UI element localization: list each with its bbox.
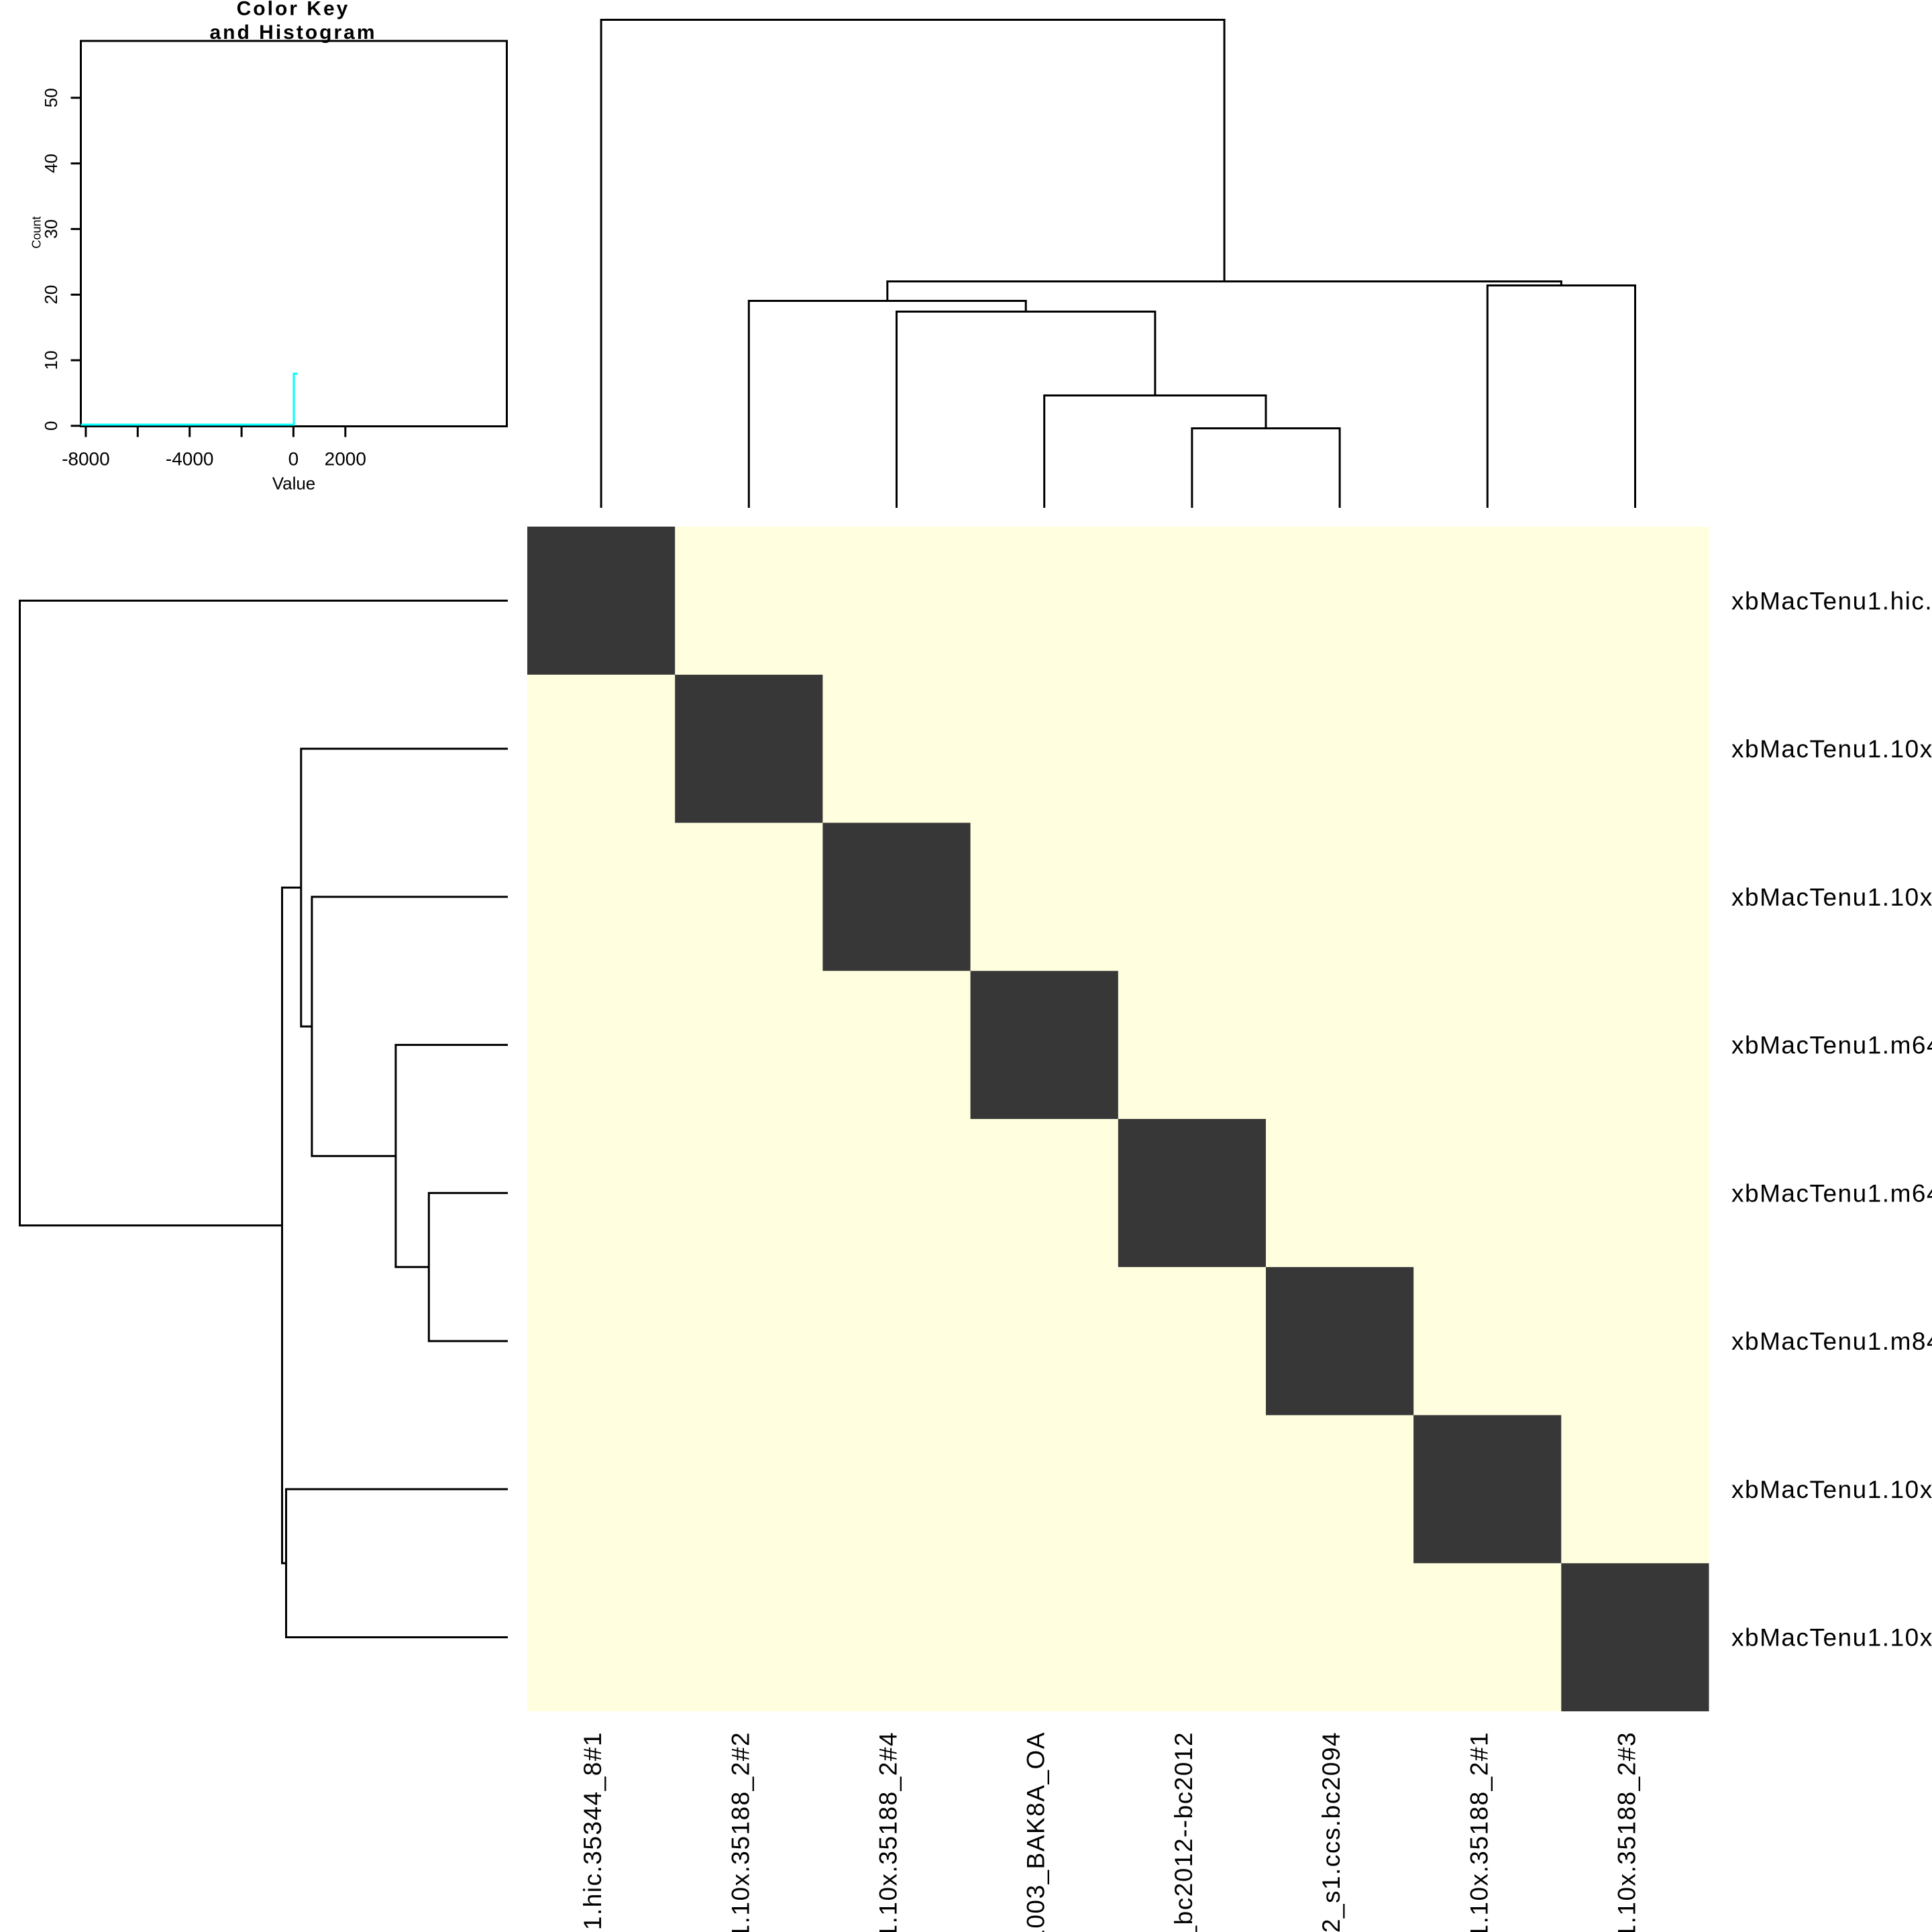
- svg-text:2000: 2000: [325, 449, 366, 470]
- svg-text:40: 40: [41, 154, 61, 173]
- svg-text:xbMacTenu1.hic.35344_8#1: xbMacTenu1.hic.35344_8#1: [1731, 587, 1932, 614]
- svg-text:10: 10: [41, 351, 61, 370]
- svg-text:and Histogram: and Histogram: [209, 21, 376, 44]
- svg-text:0: 0: [41, 421, 61, 431]
- svg-text:xbMacTenu1.hic.35344_8#1: xbMacTenu1.hic.35344_8#1: [579, 1731, 606, 1932]
- svg-text:Count: Count: [30, 216, 44, 248]
- svg-text:xbMacTenu1.m84046_230601_2_s1.: xbMacTenu1.m84046_230601_2_s1.ccs.bc2094: [1318, 1731, 1345, 1932]
- svg-text:50: 50: [41, 88, 61, 107]
- svg-text:xbMacTenu1.m64016_220404_bc201: xbMacTenu1.m64016_220404_bc2012--bc2012: [1731, 1179, 1932, 1207]
- svg-text:xbMacTenu1.10x.35188_2#1: xbMacTenu1.10x.35188_2#1: [1465, 1731, 1493, 1932]
- svg-text:-8000: -8000: [62, 449, 110, 470]
- svg-text:xbMacTenu1.10x.35188_2#4: xbMacTenu1.10x.35188_2#4: [1731, 883, 1932, 911]
- svg-text:xbMacTenu1.10x.35188_2#2: xbMacTenu1.10x.35188_2#2: [727, 1731, 754, 1932]
- svg-text:0: 0: [288, 449, 299, 470]
- svg-text:xbMacTenu1.m84046_230601_2_s1.: xbMacTenu1.m84046_230601_2_s1.ccs.bc2094: [1731, 1328, 1932, 1355]
- svg-text:xbMacTenu1.10x.35188_2#1: xbMacTenu1.10x.35188_2#1: [1731, 1476, 1932, 1503]
- svg-text:xbMacTenu1.m64016_220402_1003_: xbMacTenu1.m64016_220402_1003_BAK8A_OA: [1022, 1731, 1050, 1932]
- svg-text:20: 20: [41, 285, 61, 305]
- svg-text:xbMacTenu1.10x.35188_2#4: xbMacTenu1.10x.35188_2#4: [875, 1731, 902, 1932]
- svg-text:Value: Value: [272, 474, 316, 494]
- svg-text:xbMacTenu1.m64016_220402_1003_: xbMacTenu1.m64016_220402_1003_BAK8A_OA: [1731, 1032, 1932, 1059]
- svg-text:30: 30: [41, 219, 61, 239]
- svg-text:xbMacTenu1.m64016_220404_bc201: xbMacTenu1.m64016_220404_bc2012--bc2012: [1170, 1731, 1197, 1932]
- svg-text:xbMacTenu1.10x.35188_2#2: xbMacTenu1.10x.35188_2#2: [1731, 735, 1932, 763]
- svg-text:xbMacTenu1.10x.35188_2#3: xbMacTenu1.10x.35188_2#3: [1613, 1731, 1641, 1932]
- svg-text:-4000: -4000: [166, 449, 214, 470]
- svg-text:Color Key: Color Key: [237, 0, 350, 20]
- svg-text:xbMacTenu1.10x.35188_2#3: xbMacTenu1.10x.35188_2#3: [1731, 1624, 1932, 1652]
